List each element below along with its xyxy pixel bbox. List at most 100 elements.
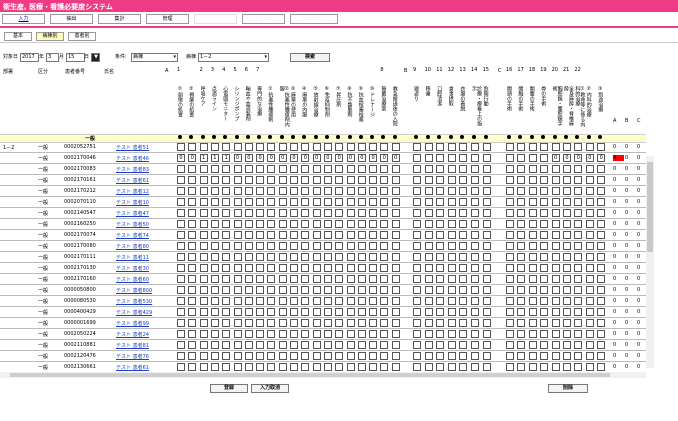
score-checkbox[interactable] [391, 286, 400, 294]
score-checkbox[interactable] [233, 275, 242, 283]
score-checkbox[interactable] [357, 176, 366, 184]
score-checkbox[interactable] [267, 198, 276, 206]
score-checkbox[interactable] [551, 330, 560, 338]
score-checkbox[interactable] [312, 286, 321, 294]
score-checkbox[interactable] [312, 253, 321, 261]
score-checkbox[interactable] [177, 165, 185, 173]
score-checkbox[interactable] [233, 264, 242, 272]
score-checkbox[interactable] [551, 187, 560, 195]
score-checkbox[interactable] [346, 165, 355, 173]
row-patient-name[interactable]: テスト 患者61 [116, 178, 149, 184]
score-checkbox[interactable] [177, 242, 185, 250]
score-checkbox[interactable] [506, 209, 514, 217]
score-checkbox[interactable] [413, 297, 421, 305]
score-checkbox[interactable] [436, 231, 445, 239]
score-checkbox[interactable] [177, 319, 185, 327]
score-checkbox[interactable] [267, 176, 276, 184]
score-checkbox[interactable] [540, 286, 549, 294]
score-checkbox[interactable] [551, 352, 560, 360]
score-checkbox[interactable] [574, 352, 583, 360]
score-checkbox[interactable] [199, 363, 208, 371]
score-checkbox[interactable] [222, 363, 231, 371]
score-checkbox[interactable] [369, 209, 378, 217]
score-checkbox[interactable] [210, 165, 219, 173]
score-checkbox[interactable] [482, 253, 491, 261]
score-checkbox[interactable] [517, 198, 526, 206]
score-checkbox[interactable] [199, 319, 208, 327]
score-checkbox[interactable] [233, 286, 242, 294]
score-checkbox[interactable] [199, 220, 208, 228]
score-checkbox[interactable] [369, 297, 378, 305]
score-checkbox[interactable] [391, 330, 400, 338]
score-checkbox[interactable] [301, 253, 310, 261]
score-checkbox[interactable] [312, 264, 321, 272]
score-checkbox[interactable] [471, 341, 479, 349]
score-checkbox[interactable] [447, 220, 456, 228]
menu-item-6[interactable]: ログアウト [290, 14, 338, 24]
score-checkbox[interactable] [413, 253, 421, 261]
score-checkbox[interactable] [278, 341, 287, 349]
score-checkbox[interactable] [312, 352, 321, 360]
score-checkbox[interactable] [413, 198, 421, 206]
score-checkbox[interactable] [447, 286, 456, 294]
score-checkbox[interactable] [447, 209, 456, 217]
score-checkbox[interactable] [323, 253, 332, 261]
score-checkbox[interactable] [459, 220, 468, 228]
score-checkbox[interactable] [335, 308, 344, 316]
score-checkbox[interactable] [357, 209, 366, 217]
score-checkbox[interactable] [424, 154, 433, 162]
score-checkbox[interactable] [244, 363, 253, 371]
score-checkbox[interactable] [506, 143, 514, 151]
score-checkbox[interactable] [471, 319, 479, 327]
score-checkbox[interactable] [335, 341, 344, 349]
score-checkbox[interactable] [517, 209, 526, 217]
score-checkbox[interactable] [551, 286, 560, 294]
score-checkbox[interactable] [585, 264, 594, 272]
score-checkbox[interactable] [210, 297, 219, 305]
score-checkbox[interactable] [177, 308, 185, 316]
score-checkbox[interactable] [323, 209, 332, 217]
score-checkbox[interactable] [177, 253, 185, 261]
score-checkbox[interactable] [597, 187, 606, 195]
score-checkbox[interactable]: 0 [177, 154, 185, 162]
score-checkbox[interactable] [369, 165, 378, 173]
score-checkbox[interactable] [256, 275, 265, 283]
score-checkbox[interactable] [335, 286, 344, 294]
score-checkbox[interactable] [424, 319, 433, 327]
score-checkbox[interactable] [301, 143, 310, 151]
score-checkbox[interactable]: 1 [199, 154, 208, 162]
score-checkbox[interactable] [323, 275, 332, 283]
score-checkbox[interactable] [391, 363, 400, 371]
score-checkbox[interactable] [335, 143, 344, 151]
score-checkbox[interactable] [413, 275, 421, 283]
score-checkbox[interactable] [335, 242, 344, 250]
score-checkbox[interactable] [597, 330, 606, 338]
score-checkbox[interactable] [413, 220, 421, 228]
score-checkbox[interactable] [540, 341, 549, 349]
score-checkbox[interactable] [482, 352, 491, 360]
score-checkbox[interactable] [413, 308, 421, 316]
score-checkbox[interactable] [517, 319, 526, 327]
score-checkbox[interactable] [256, 330, 265, 338]
score-checkbox[interactable] [199, 253, 208, 261]
score-checkbox[interactable] [267, 363, 276, 371]
score-checkbox[interactable] [528, 165, 537, 173]
score-checkbox[interactable] [551, 143, 560, 151]
score-checkbox[interactable] [563, 286, 571, 294]
score-checkbox[interactable] [471, 264, 479, 272]
score-checkbox[interactable] [244, 231, 253, 239]
score-checkbox[interactable] [459, 275, 468, 283]
score-checkbox[interactable]: 0 [335, 154, 344, 162]
score-checkbox[interactable] [256, 264, 265, 272]
score-checkbox[interactable] [188, 297, 197, 305]
score-checkbox[interactable] [199, 198, 208, 206]
score-checkbox[interactable] [369, 198, 378, 206]
score-checkbox[interactable] [210, 187, 219, 195]
score-checkbox[interactable] [323, 143, 332, 151]
score-checkbox[interactable] [290, 363, 298, 371]
score-checkbox[interactable] [290, 220, 298, 228]
score-checkbox[interactable] [563, 352, 571, 360]
score-checkbox[interactable] [540, 297, 549, 305]
score-checkbox[interactable] [369, 220, 378, 228]
score-checkbox[interactable] [436, 330, 445, 338]
